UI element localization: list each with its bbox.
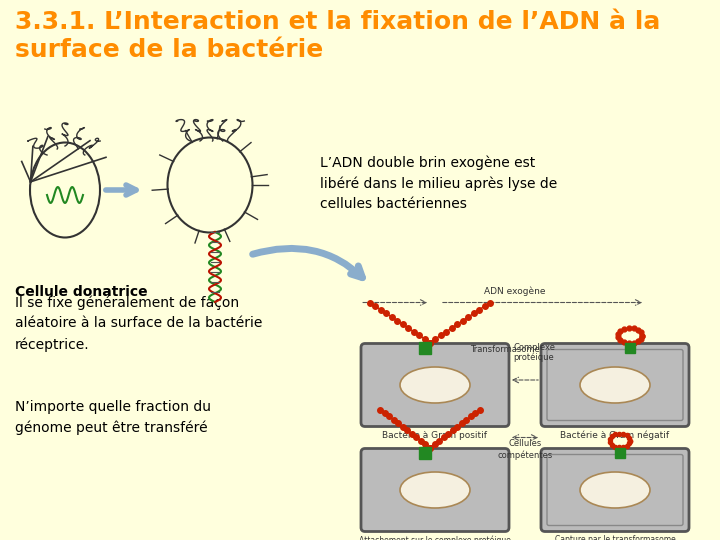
Ellipse shape xyxy=(30,143,100,238)
FancyBboxPatch shape xyxy=(361,449,509,531)
Text: Attachement sur le complexe protéique: Attachement sur le complexe protéique xyxy=(359,536,511,540)
Text: Transformasome: Transformasome xyxy=(470,346,540,354)
Text: Cellules
compétentes: Cellules compétentes xyxy=(498,440,553,460)
Text: N’importe quelle fraction du
génome peut être transféré: N’importe quelle fraction du génome peut… xyxy=(15,400,211,435)
Text: Bactérie à Gram positif: Bactérie à Gram positif xyxy=(382,430,487,440)
Text: Capture par le transformasome: Capture par le transformasome xyxy=(554,536,675,540)
FancyBboxPatch shape xyxy=(541,343,689,427)
Text: Cellule donatrice: Cellule donatrice xyxy=(15,285,148,299)
Text: Il se fixe généralement de façon
aléatoire à la surface de la bactérie
réceptric: Il se fixe généralement de façon aléatoi… xyxy=(15,295,262,352)
Text: L’ADN double brin exogène est
libéré dans le milieu après lyse de
cellules bacté: L’ADN double brin exogène est libéré dan… xyxy=(320,155,557,212)
Ellipse shape xyxy=(168,138,253,233)
Ellipse shape xyxy=(400,367,470,403)
Ellipse shape xyxy=(400,472,470,508)
FancyBboxPatch shape xyxy=(541,449,689,531)
Ellipse shape xyxy=(580,472,650,508)
Text: Complexe
protéique: Complexe protéique xyxy=(513,342,555,362)
Ellipse shape xyxy=(580,367,650,403)
Text: ADN exogène: ADN exogène xyxy=(485,286,546,295)
FancyBboxPatch shape xyxy=(361,343,509,427)
Text: Bactérie à Gram négatif: Bactérie à Gram négatif xyxy=(560,430,670,440)
Text: 3.3.1. L’Interaction et la fixation de l’ADN à la
surface de la bactérie: 3.3.1. L’Interaction et la fixation de l… xyxy=(15,10,660,62)
